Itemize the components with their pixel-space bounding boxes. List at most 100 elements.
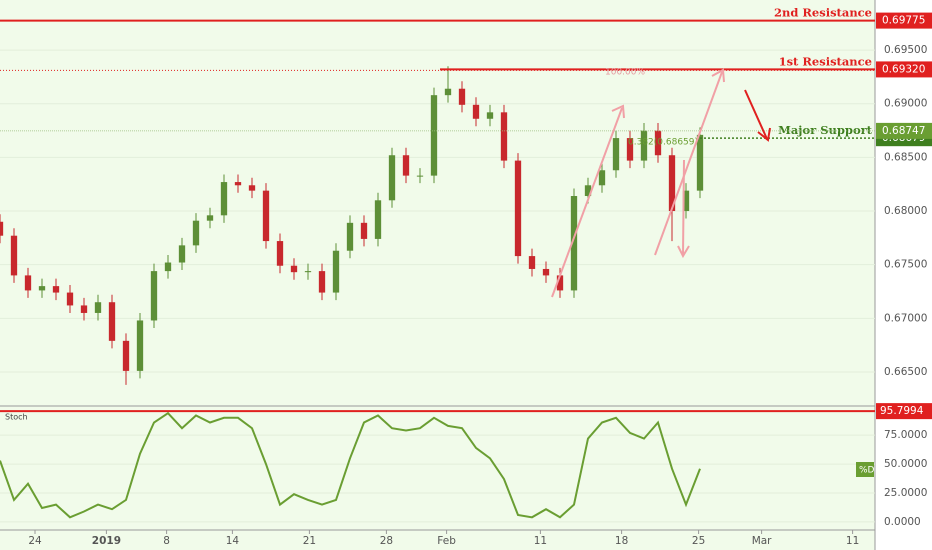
arrow-head bbox=[677, 245, 690, 259]
candle-body bbox=[0, 221, 4, 236]
candle-body bbox=[108, 302, 116, 341]
trend-arrow bbox=[682, 159, 685, 256]
y-tick-label: 0.67000 bbox=[884, 312, 927, 324]
candle-body bbox=[220, 182, 228, 216]
target-arrow bbox=[744, 89, 768, 140]
candle-body bbox=[584, 185, 592, 197]
x-tick-label: 8 bbox=[163, 535, 170, 547]
candle-body bbox=[570, 196, 578, 291]
candle-body bbox=[388, 155, 396, 201]
x-tick-label: 18 bbox=[615, 535, 628, 547]
candle-body bbox=[318, 271, 326, 293]
candle-body bbox=[38, 286, 46, 291]
level-value: 0.69320 bbox=[882, 63, 925, 75]
candle-body bbox=[94, 302, 102, 313]
x-tick-label: 11 bbox=[846, 535, 859, 547]
fib-annotation: 0.382(0.68659) bbox=[628, 138, 698, 148]
candle-body bbox=[24, 275, 32, 291]
candle-body bbox=[10, 235, 18, 276]
level-value-box bbox=[876, 403, 932, 420]
candle-body bbox=[472, 104, 480, 119]
candle-body bbox=[640, 130, 648, 161]
candle-body bbox=[136, 320, 144, 371]
candle-body bbox=[234, 182, 242, 186]
legend-box bbox=[856, 462, 874, 477]
y-tick-label: 0.69000 bbox=[884, 98, 927, 110]
price-axis-panel bbox=[875, 0, 932, 550]
level-name: 1st Resistance bbox=[779, 54, 872, 68]
candle-body bbox=[402, 155, 410, 176]
candle-body bbox=[542, 268, 550, 276]
fib-annotation: 100.00% bbox=[605, 68, 645, 78]
last-price-label: 0.68747 bbox=[882, 125, 925, 137]
y-tick-label: 0.68500 bbox=[884, 151, 927, 163]
y-tick-label: 0.69500 bbox=[884, 44, 927, 56]
candle-body bbox=[360, 222, 368, 239]
x-tick-label: 2019 bbox=[92, 535, 121, 547]
candle-body bbox=[556, 275, 564, 291]
y-tick-label: 25.0000 bbox=[884, 487, 927, 499]
candle-body bbox=[52, 286, 60, 293]
level-name: Major Support bbox=[778, 123, 873, 137]
x-tick-label: Feb bbox=[437, 535, 456, 547]
y-tick-label: 0.67500 bbox=[884, 259, 927, 271]
candle-body bbox=[66, 292, 74, 306]
x-tick-label: 25 bbox=[692, 535, 705, 547]
arrow-head bbox=[711, 68, 725, 83]
x-tick-label: 24 bbox=[28, 535, 42, 547]
candle-body bbox=[150, 271, 158, 321]
x-tick-label: 14 bbox=[226, 535, 240, 547]
level-value: 0.69775 bbox=[882, 15, 925, 27]
candle-body bbox=[486, 112, 494, 119]
candle-body bbox=[122, 340, 130, 371]
candle-body bbox=[668, 155, 676, 212]
candle-body bbox=[192, 220, 200, 246]
candle-body bbox=[514, 160, 522, 257]
stoch-line bbox=[0, 411, 701, 519]
trend-arrow bbox=[551, 107, 623, 298]
candle-body bbox=[416, 175, 424, 177]
candle-body bbox=[248, 185, 256, 191]
candle-body bbox=[598, 170, 606, 186]
candle-body bbox=[528, 256, 536, 269]
candle-body bbox=[696, 134, 704, 191]
level-value: 95.7994 bbox=[880, 405, 924, 417]
x-tick-label: 21 bbox=[303, 535, 316, 547]
candle-body bbox=[612, 138, 620, 171]
y-tick-label: 0.0000 bbox=[884, 516, 921, 528]
candle-body bbox=[430, 95, 438, 176]
y-tick-label: 0.68000 bbox=[884, 205, 927, 217]
candle-body bbox=[164, 262, 172, 272]
candle-body bbox=[458, 88, 466, 105]
x-tick-label: 28 bbox=[380, 535, 393, 547]
candle-body bbox=[304, 271, 312, 273]
last-price-box bbox=[876, 122, 932, 139]
candle-body bbox=[178, 245, 186, 263]
candle-body bbox=[654, 130, 662, 156]
x-tick-label: Mar bbox=[752, 535, 772, 547]
arrow-head bbox=[611, 104, 625, 119]
level-value-box bbox=[876, 12, 932, 29]
y-tick-label: 75.0000 bbox=[884, 429, 927, 441]
candle-body bbox=[374, 200, 382, 239]
candle-body bbox=[206, 215, 214, 221]
candle-body bbox=[262, 190, 270, 242]
candle-body bbox=[500, 112, 508, 161]
legend-label: %D bbox=[859, 466, 875, 476]
pane-title: Stoch bbox=[5, 413, 28, 422]
level-value-box bbox=[876, 61, 932, 78]
annotation-arrows bbox=[551, 68, 771, 298]
candle-body bbox=[444, 88, 452, 96]
candle-body bbox=[626, 138, 634, 161]
y-tick-label: 0.66500 bbox=[884, 366, 927, 378]
x-tick-label: 11 bbox=[534, 535, 547, 547]
y-tick-label: 50.0000 bbox=[884, 458, 927, 470]
candle-body bbox=[276, 241, 284, 266]
candle-body bbox=[332, 250, 340, 293]
arrow-head bbox=[757, 127, 771, 142]
candle-body bbox=[682, 190, 690, 212]
level-name: 2nd Resistance bbox=[774, 6, 872, 20]
candle-body bbox=[346, 222, 354, 251]
